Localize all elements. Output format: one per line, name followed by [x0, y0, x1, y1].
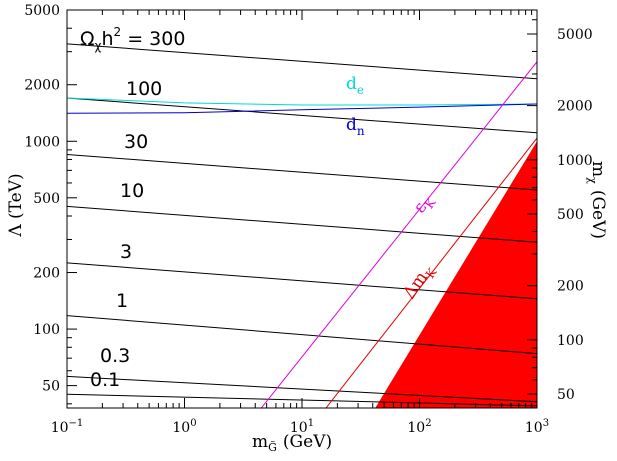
- plot-content: [67, 43, 537, 408]
- y-tick-label-right: 5000: [557, 27, 593, 43]
- x-tick-label-base: 10: [407, 420, 425, 436]
- x-tick-label: 100: [172, 418, 196, 436]
- excluded-region: [375, 141, 537, 408]
- series-line-1: [67, 315, 537, 355]
- relic-density-label-part: 2: [114, 25, 122, 39]
- relic-density-label-part: χ: [95, 39, 102, 53]
- y-tick-label-right: 2000: [557, 99, 593, 115]
- y-tick-label-left: 200: [33, 266, 60, 282]
- relic-density-label-part: h: [101, 28, 113, 50]
- x-tick-label: 10−1: [51, 418, 84, 436]
- y-tick-label-left: 500: [33, 191, 60, 207]
- y-tick-label-left: 50: [42, 379, 60, 395]
- annotation-sub: n: [357, 124, 365, 138]
- annotation-K: εK: [410, 190, 440, 218]
- annotation-sub: e: [357, 83, 364, 97]
- contour-label: 30: [124, 131, 148, 153]
- y-axis-title-right: mχ(GeV): [586, 161, 608, 239]
- contour-label: 100: [126, 78, 162, 100]
- series-line-3: [67, 262, 537, 300]
- series-line-03: [67, 375, 537, 403]
- x-tick-label-base: 10: [290, 420, 308, 436]
- y-tick-label-left: 1000: [24, 134, 60, 150]
- x-axis-title: mG̃ (GeV): [252, 432, 332, 454]
- x-tick-label-exp: 1: [308, 418, 314, 429]
- x-tick-label-exp: 3: [543, 418, 549, 429]
- relic-density-label-part: Ω: [80, 28, 95, 50]
- annotation-e: de: [346, 74, 364, 97]
- y-tick-label-right: 50: [557, 387, 575, 403]
- relic-density-label-part: = 300: [121, 28, 185, 50]
- annotation-main: d: [346, 74, 357, 94]
- contour-label-300: Ωχh2 = 300: [80, 25, 185, 53]
- x-tick-label: 102: [407, 418, 431, 436]
- y-tick-label-right: 500: [557, 207, 584, 223]
- y-axis-title-left: Λ (TeV): [6, 173, 26, 237]
- series-line-K: [260, 61, 537, 408]
- series-line-dn: [67, 103, 537, 114]
- series-line-30: [67, 154, 537, 191]
- annotation-n: dn: [346, 115, 365, 138]
- series-line-10: [67, 205, 537, 243]
- contour-label: 0.3: [100, 345, 130, 367]
- series-line-300: [67, 43, 537, 80]
- annotation-K: ΔmK: [400, 260, 441, 305]
- x-tick-label-exp: 2: [425, 418, 431, 429]
- series-line-100: [67, 97, 537, 134]
- x-tick-label-base: 10: [525, 420, 543, 436]
- contour-label: 1: [116, 290, 128, 312]
- x-tick-label-exp: −1: [69, 418, 84, 429]
- y-tick-label-left: 5000: [24, 3, 60, 19]
- x-tick-label-exp: 0: [190, 418, 196, 429]
- series-line-de: [67, 97, 537, 106]
- y-tick-label-right: 200: [557, 279, 584, 295]
- x-tick-label: 101: [290, 418, 314, 436]
- y-tick-label-left: 2000: [24, 78, 60, 94]
- y-tick-label-left: 100: [33, 322, 60, 338]
- plot-area: [67, 43, 537, 408]
- series-line-mK: [325, 137, 537, 408]
- contour-label: 10: [120, 180, 144, 202]
- contour-label: 3: [120, 241, 132, 263]
- y-tick-label-right: 1000: [557, 153, 593, 169]
- annotation-main: d: [346, 115, 357, 135]
- contour-label: 0.1: [90, 369, 120, 391]
- y-tick-label-right: 100: [557, 333, 584, 349]
- axis-ticks: 10−1 100 101 102 103501002005001000200050005…: [24, 3, 592, 436]
- x-tick-label-base: 10: [51, 420, 69, 436]
- x-tick-label-base: 10: [172, 420, 190, 436]
- x-tick-label: 103: [525, 418, 549, 436]
